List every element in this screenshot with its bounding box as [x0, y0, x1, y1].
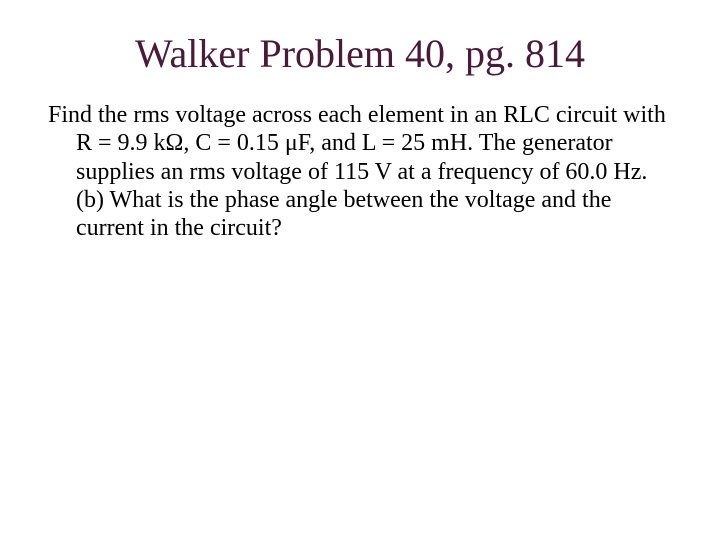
slide-title: Walker Problem 40, pg. 814: [48, 30, 672, 77]
slide-container: Walker Problem 40, pg. 814 Find the rms …: [0, 0, 720, 540]
problem-statement: Find the rms voltage across each element…: [76, 101, 672, 243]
